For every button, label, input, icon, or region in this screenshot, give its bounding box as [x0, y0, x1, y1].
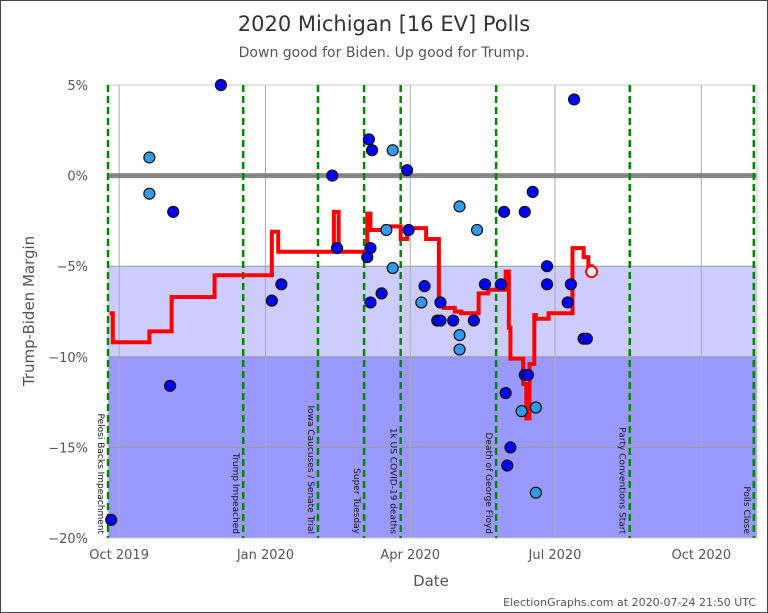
event-label: Pelosi Backs Impeachment [95, 414, 105, 535]
x-tick-label: Jan 2020 [236, 548, 294, 563]
poll-point [567, 93, 581, 106]
poll-point [564, 278, 577, 291]
poll-point [453, 328, 466, 342]
poll-point [105, 513, 118, 526]
y-tick-label: 5% [67, 79, 88, 94]
poll-point [163, 379, 177, 392]
event-label: Polls Close [741, 486, 751, 534]
poll-point [434, 314, 447, 327]
x-tick-label: Oct 2019 [89, 548, 149, 563]
poll-point [518, 205, 531, 218]
poll-point [540, 278, 554, 291]
poll-point [362, 133, 375, 146]
poll-point [275, 278, 288, 291]
poll-point [400, 164, 414, 177]
poll-point [494, 278, 507, 291]
poll-point [326, 169, 339, 182]
poll-point [526, 185, 539, 199]
y-axis-label: Trump-Biden Margin [20, 236, 38, 387]
poll-point [504, 441, 517, 454]
poll-point [521, 368, 535, 382]
event-label: Trump Impeached [230, 452, 240, 534]
poll-point [499, 386, 512, 400]
poll-point [467, 314, 480, 327]
x-axis-label: Date [413, 572, 449, 590]
poll-point [386, 144, 399, 157]
poll-point [434, 296, 447, 309]
event-label: Party Conventions Start [617, 427, 627, 534]
poll-point [470, 223, 484, 237]
poll-point [402, 223, 415, 237]
y-tick-label: −5% [56, 260, 88, 275]
chart-title: 2020 Michigan [16 EV] Polls [238, 12, 530, 36]
poll-point [415, 296, 428, 309]
event-label: Death of George Floyd [483, 432, 493, 534]
poll-point [418, 280, 431, 293]
chart-subtitle: Down good for Biden. Up good for Trump. [239, 45, 530, 61]
event-label: Super Tuesday [351, 468, 361, 535]
poll-point [386, 261, 399, 275]
poll-point [478, 278, 492, 291]
average-line [109, 209, 594, 421]
x-tick-label: Oct 2020 [671, 548, 731, 563]
poll-point [143, 151, 156, 164]
poll-point [529, 401, 542, 414]
x-tick-label: Apr 2020 [380, 548, 440, 563]
event-label: Iowa Caucuses / Senate Trial [305, 405, 315, 534]
band [108, 266, 757, 357]
poll-point [214, 78, 228, 92]
poll-point [330, 241, 344, 255]
poll-point [540, 260, 554, 273]
current-average-marker [585, 265, 599, 279]
plot-area: Oct 2019 Jan 2020 Apr 2020 Jul 2020 Oct 2020… [48, 78, 758, 563]
y-tick-label: 0% [67, 170, 88, 185]
y-tick-label: −15% [48, 441, 88, 456]
poll-point [167, 205, 180, 218]
poll-point [453, 343, 466, 356]
poll-point [143, 187, 156, 200]
poll-point [580, 332, 593, 345]
poll-point [515, 405, 528, 418]
y-tick-label: −10% [48, 351, 88, 366]
poll-point [375, 287, 388, 300]
poll-point [265, 294, 278, 307]
poll-point [380, 223, 393, 237]
footer-credit: ElectionGraphs.com at 2020-07-24 21:50 U… [503, 596, 756, 609]
poll-point [365, 144, 379, 157]
poll-point [501, 459, 514, 472]
event-label: 1k US COVID-19 deaths [388, 428, 398, 534]
poll-point [497, 205, 511, 218]
poll-point [447, 314, 460, 327]
x-tick-label: Jul 2020 [528, 548, 582, 563]
poll-point [561, 296, 574, 309]
poll-point [529, 486, 542, 499]
poll-point [364, 241, 377, 255]
poll-point [453, 200, 466, 213]
y-tick-label: −20% [48, 532, 88, 547]
poll-point [364, 296, 377, 309]
